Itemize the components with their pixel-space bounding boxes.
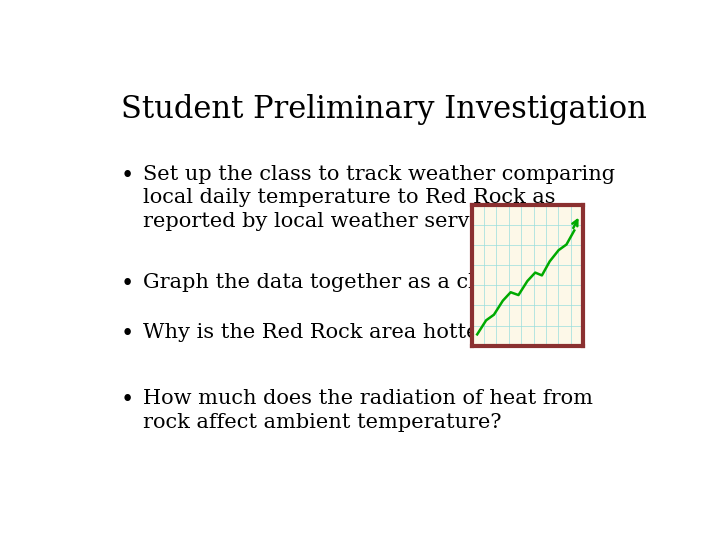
- Text: •: •: [121, 273, 134, 295]
- Text: Graph the data together as a class.: Graph the data together as a class.: [143, 273, 516, 292]
- Text: Set up the class to track weather comparing
local daily temperature to Red Rock : Set up the class to track weather compar…: [143, 165, 615, 231]
- Text: Why is the Red Rock area hotter?: Why is the Red Rock area hotter?: [143, 322, 500, 342]
- Text: •: •: [121, 322, 134, 345]
- Text: •: •: [121, 389, 134, 411]
- Text: •: •: [121, 165, 134, 187]
- Text: Student Preliminary Investigation: Student Preliminary Investigation: [121, 94, 647, 125]
- Text: How much does the radiation of heat from
rock affect ambient temperature?: How much does the radiation of heat from…: [143, 389, 593, 431]
